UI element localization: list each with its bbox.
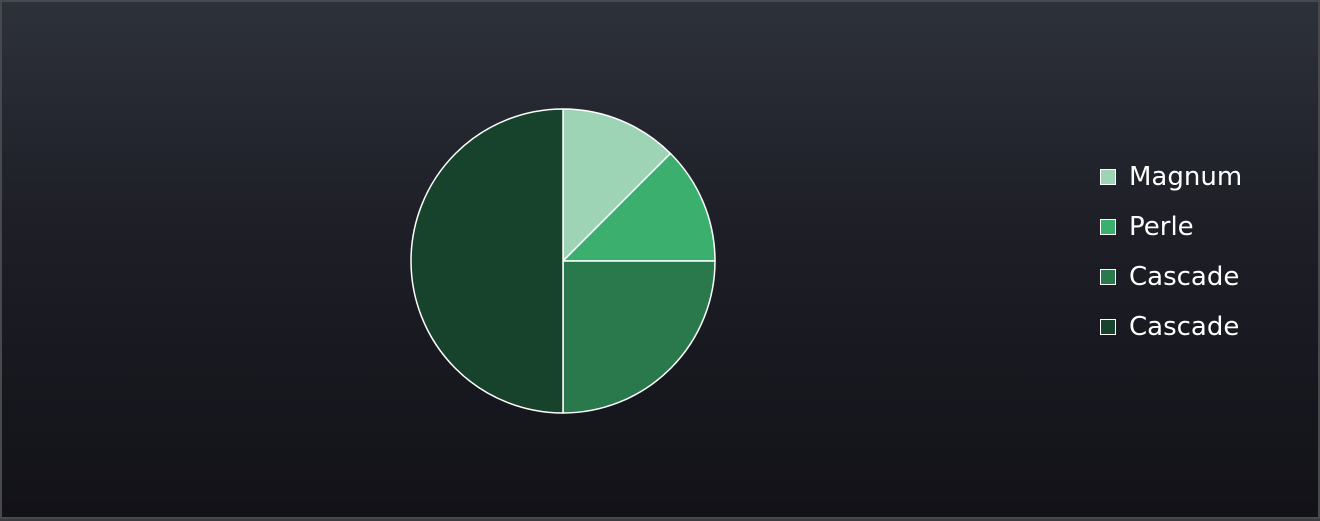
legend-item-magnum[interactable]: Magnum xyxy=(1100,152,1242,202)
legend-label-perle: Perle xyxy=(1129,212,1194,242)
chart-legend: Magnum Perle Cascade Cascade xyxy=(1100,152,1242,352)
legend-item-perle[interactable]: Perle xyxy=(1100,202,1242,252)
legend-swatch-perle xyxy=(1100,219,1116,235)
legend-swatch-magnum xyxy=(1100,169,1116,185)
legend-item-cascade-2[interactable]: Cascade xyxy=(1100,302,1242,352)
legend-swatch-cascade-2 xyxy=(1100,319,1116,335)
slice-cascade-1[interactable] xyxy=(562,260,716,414)
slice-cascade-2[interactable] xyxy=(410,108,564,414)
slice-magnum[interactable] xyxy=(562,108,672,262)
legend-swatch-cascade-1 xyxy=(1100,269,1116,285)
legend-label-cascade-1: Cascade xyxy=(1129,262,1240,292)
legend-label-magnum: Magnum xyxy=(1129,162,1243,192)
legend-item-cascade-1[interactable]: Cascade xyxy=(1100,252,1242,302)
slice-perle[interactable] xyxy=(562,152,716,262)
legend-label-cascade-2: Cascade xyxy=(1129,312,1240,342)
